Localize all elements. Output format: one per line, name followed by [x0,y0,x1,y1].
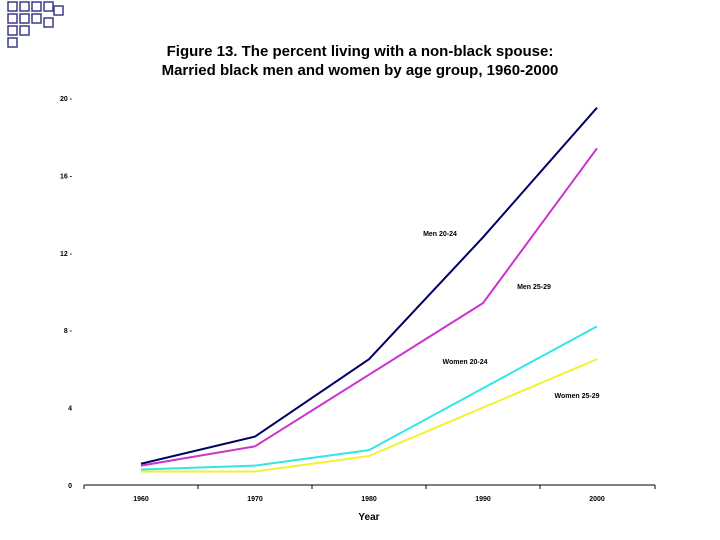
chart-title-block: Figure 13. The percent living with a non… [0,42,720,80]
x-axis-label: Year [358,512,379,523]
y-tick-label: 0 [68,483,72,490]
decor-square [43,1,54,12]
series-line-men-20-24 [140,107,598,465]
decor-square [7,25,18,36]
series-label: Women 20-24 [443,359,488,366]
x-tick-label: 1990 [475,496,491,503]
y-tick-label: 4 [68,406,72,413]
decor-square [31,13,42,24]
decor-square [43,17,54,28]
series-label: Men 20-24 [423,231,457,238]
decor-square [19,1,30,12]
x-tick-label: 2000 [589,496,605,503]
series-line-men-25-29 [140,147,598,467]
x-tick-label: 1960 [133,496,149,503]
series-line-women-25-29 [141,358,598,473]
chart-subtitle: Married black men and women by age group… [161,62,559,79]
y-tick-label: 8 - [64,328,73,335]
decor-square [31,1,42,12]
x-tick-label: 1970 [247,496,263,503]
x-tick-label: 1980 [361,496,377,503]
corner-decoration [7,1,64,48]
series-label: Men 25-29 [517,284,551,291]
chart-title: Figure 13. The percent living with a non… [166,43,554,60]
series-label: Women 25-29 [555,393,600,400]
y-tick-label: 12 - [60,251,73,258]
y-tick-label: 20 - [60,96,73,103]
y-tick-label: 16 - [60,173,73,180]
decor-square [19,13,30,24]
decor-square [7,37,18,48]
series-line-women-20-24 [140,325,598,471]
decor-square [7,13,18,24]
decor-square [53,5,64,16]
decor-square [19,25,30,36]
decor-square [7,1,18,12]
